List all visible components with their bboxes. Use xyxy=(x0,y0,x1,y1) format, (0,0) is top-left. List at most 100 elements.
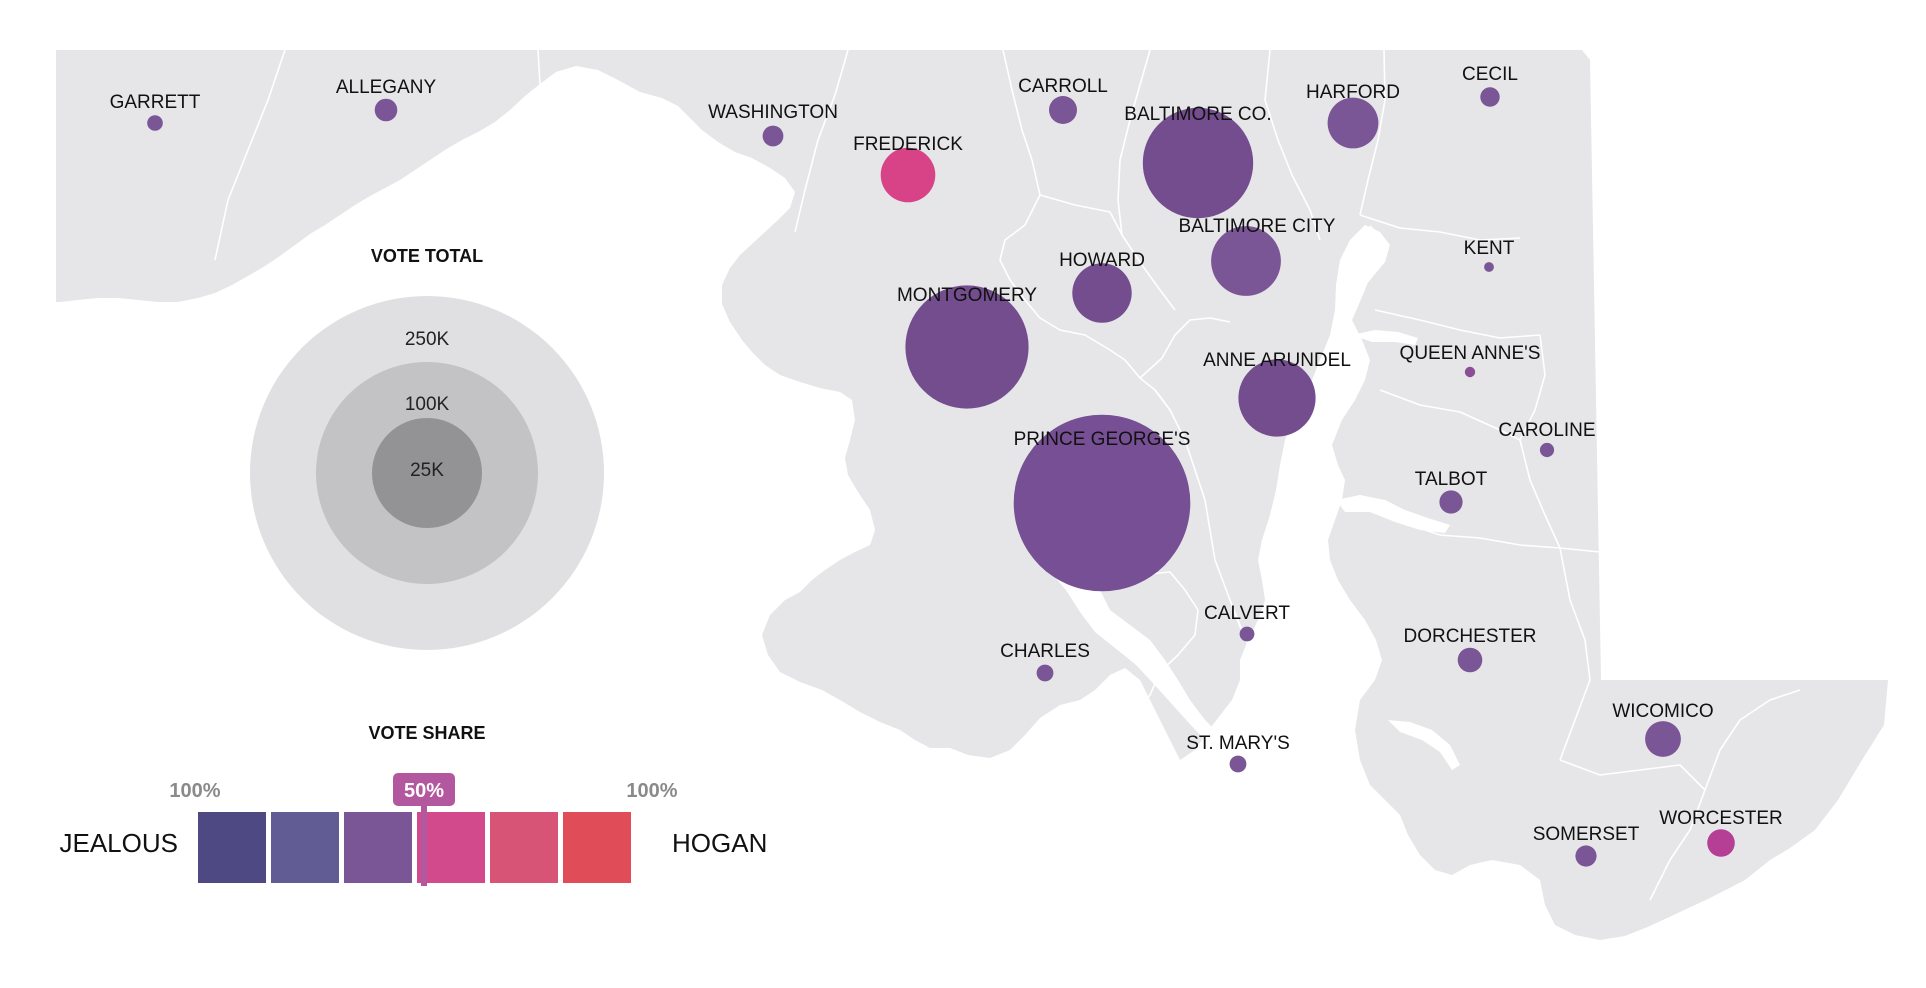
county-bubble-frederick[interactable] xyxy=(880,147,936,203)
border-somerset-worcester xyxy=(1649,789,1706,901)
county-bubble-washington[interactable] xyxy=(762,125,784,147)
midpoint-marker: 50% xyxy=(393,773,455,886)
county-label-caroline: CAROLINE xyxy=(1498,420,1595,441)
border-kent-qa xyxy=(1374,309,1541,339)
border-wicomico-worcester xyxy=(1704,689,1801,791)
midpoint-marker-stem xyxy=(421,806,427,886)
county-label-baltimore-co: BALTIMORE CO. xyxy=(1124,104,1271,125)
border-frederick-carroll xyxy=(1002,49,1041,226)
county-label-cecil: CECIL xyxy=(1462,64,1518,85)
county-label-calvert: CALVERT xyxy=(1204,603,1290,624)
vote-share-scale xyxy=(198,812,631,883)
border-pg-aa xyxy=(1154,389,1216,561)
county-bubble-kent[interactable] xyxy=(1484,262,1494,272)
ring-label-100k: 100K xyxy=(405,394,450,415)
county-bubble-garrett[interactable] xyxy=(147,115,163,131)
county-label-queen-anne-s: QUEEN ANNE'S xyxy=(1400,343,1541,364)
vote-share-swatch xyxy=(563,812,631,883)
county-label-washington: WASHINGTON xyxy=(708,102,838,123)
county-bubble-montgomery[interactable] xyxy=(905,285,1029,409)
border-dorchester-wicomico xyxy=(1559,547,1591,761)
border-caroline-dorchester xyxy=(1519,439,1561,549)
border-garrett-allegany xyxy=(214,49,286,261)
county-bubble-charles[interactable] xyxy=(1036,664,1054,682)
county-label-prince-george-s: PRINCE GEORGE'S xyxy=(1014,429,1191,450)
county-label-garrett: GARRETT xyxy=(110,92,201,113)
left-candidate-label: JEALOUS xyxy=(60,828,179,858)
vote-total-title: VOTE TOTAL xyxy=(371,246,483,266)
county-label-carroll: CARROLL xyxy=(1018,76,1108,97)
vote-share-swatch xyxy=(198,812,266,883)
county-bubble-queen-anne-s[interactable] xyxy=(1464,366,1476,378)
county-bubble-st-mary-s[interactable] xyxy=(1229,755,1247,773)
county-label-anne-arundel: ANNE ARUNDEL xyxy=(1203,350,1351,371)
county-bubble-wicomico[interactable] xyxy=(1645,721,1681,757)
county-bubble-somerset[interactable] xyxy=(1575,845,1597,867)
right-candidate-label: HOGAN xyxy=(672,828,767,858)
county-label-allegany: ALLEGANY xyxy=(336,77,437,98)
state-shape xyxy=(56,50,1888,940)
county-bubble-anne-arundel[interactable] xyxy=(1238,359,1316,437)
vote-share-swatch xyxy=(344,812,412,883)
county-label-montgomery: MONTGOMERY xyxy=(897,285,1037,306)
maryland-landmass xyxy=(56,50,1888,940)
county-bubble-worcester[interactable] xyxy=(1707,829,1735,857)
county-bubble-caroline[interactable] xyxy=(1539,442,1555,458)
county-bubble-carroll[interactable] xyxy=(1049,96,1077,124)
border-washington-frederick xyxy=(794,49,849,233)
vote-share-legend: VOTE SHARE 100% 100% JEALOUS HOGAN 50% xyxy=(60,723,767,886)
county-bubble-baltimore-co[interactable] xyxy=(1142,107,1254,219)
border-charles-stmarys xyxy=(1134,609,1199,716)
county-label-harford: HARFORD xyxy=(1306,82,1400,103)
county-bubble-prince-george-s[interactable] xyxy=(1013,414,1191,592)
county-bubbles xyxy=(147,87,1735,867)
county-bubble-dorchester[interactable] xyxy=(1457,647,1483,673)
county-label-dorchester: DORCHESTER xyxy=(1403,626,1536,647)
county-label-st-mary-s: ST. MARY'S xyxy=(1186,733,1290,754)
county-bubble-allegany[interactable] xyxy=(374,98,398,122)
county-bubble-harford[interactable] xyxy=(1327,97,1379,149)
county-bubble-cecil[interactable] xyxy=(1480,87,1500,107)
right-percent-label: 100% xyxy=(626,780,677,802)
border-talbot-dorchester xyxy=(1394,519,1601,553)
county-label-somerset: SOMERSET xyxy=(1533,824,1640,845)
county-label-wicomico: WICOMICO xyxy=(1612,701,1713,722)
potomac-river xyxy=(1040,548,1230,752)
border-carroll-baltimore xyxy=(1117,49,1151,236)
county-bubble-baltimore-city[interactable] xyxy=(1211,226,1281,296)
border-howard-aa xyxy=(1139,317,1231,379)
vote-share-title: VOTE SHARE xyxy=(368,723,485,743)
county-bubble-talbot[interactable] xyxy=(1439,490,1463,514)
chesapeake-bay xyxy=(1290,225,1392,835)
county-label-howard: HOWARD xyxy=(1059,250,1145,271)
ring-label-250k: 250K xyxy=(405,329,450,350)
county-bubble-howard[interactable] xyxy=(1072,263,1132,323)
patuxent-river xyxy=(1242,640,1300,745)
border-frederick-montgomery xyxy=(999,224,1086,336)
ring-25k xyxy=(372,418,482,528)
county-labels: GARRETT ALLEGANY WASHINGTON FREDERICK CARROL… xyxy=(110,64,1783,845)
border-baltimore-harford xyxy=(1264,49,1321,241)
county-label-kent: KENT xyxy=(1464,238,1515,259)
vote-share-swatch xyxy=(271,812,339,883)
left-percent-label: 100% xyxy=(169,780,220,802)
border-cecil-kent xyxy=(1359,214,1521,241)
midpoint-marker-label: 50% xyxy=(404,780,444,802)
border-allegany-washington xyxy=(537,49,541,85)
water-bodies xyxy=(1040,225,1460,835)
border-wicomico-somerset xyxy=(1559,759,1706,791)
border-qa-talbot xyxy=(1379,389,1521,441)
choptank-river xyxy=(1336,495,1450,533)
ring-label-25k: 25K xyxy=(410,460,444,481)
county-label-talbot: TALBOT xyxy=(1415,469,1488,490)
border-howard-baltimore xyxy=(1039,194,1176,311)
border-qa-caroline xyxy=(1519,334,1546,441)
county-bubble-calvert[interactable] xyxy=(1239,626,1255,642)
county-label-frederick: FREDERICK xyxy=(853,134,963,155)
midpoint-marker-box xyxy=(393,773,455,806)
vote-share-swatch xyxy=(490,812,558,883)
county-label-baltimore-city: BALTIMORE CITY xyxy=(1179,216,1336,237)
county-label-worcester: WORCESTER xyxy=(1659,808,1783,829)
nanticoke-river xyxy=(1388,720,1460,770)
